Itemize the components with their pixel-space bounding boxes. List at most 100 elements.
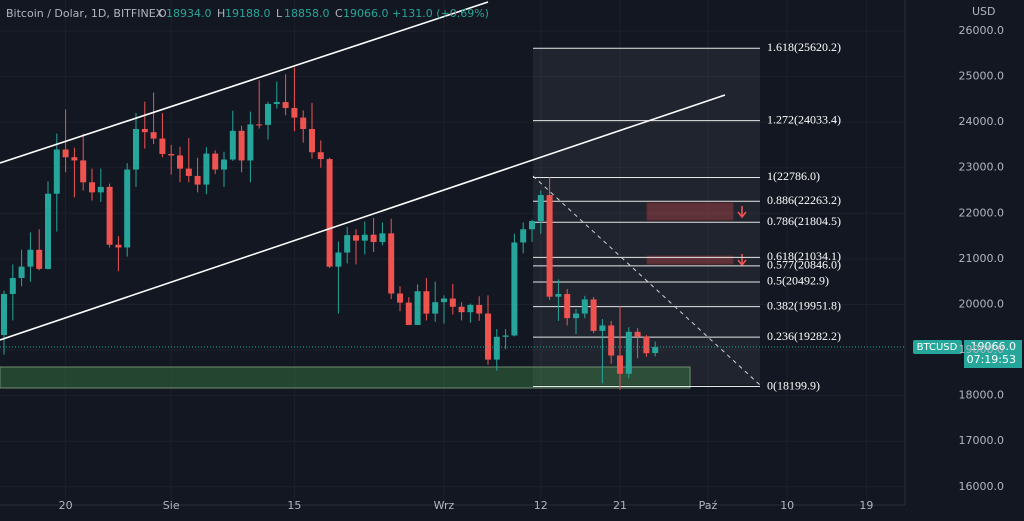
fib-label: 1(22786.0): [767, 169, 820, 183]
fib-label: 0.382(19951.8): [767, 298, 841, 312]
candle-body: [273, 102, 280, 104]
last-price: BTCUSD 19066.007:19:53: [0, 340, 1022, 369]
candle-body: [546, 195, 553, 297]
candle-body: [555, 293, 562, 297]
axes: 16000.0 17000.0 18000.0 19000.0 20000.0 21000…: [59, 24, 1004, 512]
candle-body: [45, 193, 51, 269]
symbol-label: BTCUSD: [917, 342, 958, 353]
x-tick-label: Wrz: [434, 499, 455, 512]
candle-body: [573, 313, 579, 319]
candle-body: [388, 233, 395, 294]
candle-body: [317, 152, 324, 160]
channel-line: [0, 94, 726, 341]
legend-value: 18858.0: [284, 7, 330, 20]
candle-body: [467, 304, 474, 313]
arrow: [737, 254, 747, 267]
x-tick-label: 15: [287, 499, 301, 512]
candle-body: [168, 154, 175, 156]
legend-value: 18934.0: [166, 7, 212, 20]
y-tick-label: 23000.0: [959, 161, 1005, 174]
legend-key: H: [217, 7, 225, 20]
x-tick-label: 19: [859, 499, 873, 512]
candle-body: [458, 306, 465, 313]
fib-label: 1.618(25620.2): [767, 40, 841, 54]
y-tick-label: 26000.0: [959, 24, 1005, 37]
candle-body: [9, 278, 16, 294]
x-tick-label: 10: [780, 499, 794, 512]
candle-body: [485, 313, 491, 360]
y-tick-label: 25000.0: [959, 70, 1005, 83]
candle-body: [520, 229, 527, 243]
x-tick-label: 21: [613, 499, 627, 512]
candle-body: [238, 130, 245, 161]
legend-value: 19188.0: [225, 7, 271, 20]
candle-body: [370, 234, 377, 243]
fib-label: 0.5(20492.9): [767, 274, 829, 288]
candle-body: [529, 221, 535, 230]
candle-body: [150, 132, 157, 139]
candle-body: [159, 138, 166, 155]
fib-label: 0(18199.9): [767, 378, 820, 392]
candle-body: [379, 233, 386, 243]
resistance-zone: [646, 255, 734, 265]
fib-label: 0.886(22263.2): [767, 193, 841, 207]
candle-body: [309, 128, 315, 153]
fib-label: 0.577(20846.0): [767, 258, 841, 272]
candle-body: [62, 149, 69, 158]
candle-body: [177, 155, 183, 169]
x-tick-label: 12: [534, 499, 548, 512]
ohlc-legend: O 18934.0 H 19188.0 L 18858.0 C 19066.0 +131.0 (…: [158, 7, 489, 20]
y-tick-label: 16000.0: [959, 480, 1005, 493]
candle-body: [203, 153, 210, 185]
candle-body: [599, 325, 606, 331]
fib-retracement: 1.618(25620.2) 1.272(24033.4) 1(22786.0) 0.…: [533, 40, 841, 392]
candle-body: [53, 149, 60, 194]
candle-body: [361, 234, 368, 241]
candle-body: [18, 266, 25, 279]
support-zone: [0, 366, 691, 389]
candle-body: [256, 124, 263, 126]
candle-body: [265, 103, 271, 125]
candle-body: [405, 302, 412, 325]
candle-body: [537, 195, 544, 222]
legend-value: 19066.0: [343, 7, 389, 20]
candle-body: [414, 291, 421, 325]
candle-body: [115, 244, 122, 248]
candle-body: [511, 242, 518, 336]
candle-body: [97, 186, 104, 193]
y-tick-label: 17000.0: [959, 434, 1005, 447]
candle-body: [282, 102, 289, 109]
fib-label: 0.618(21034.1): [767, 249, 841, 263]
candle-body: [221, 159, 227, 170]
x-tick-label: Sie: [163, 499, 180, 512]
y-tick-label: 18000.0: [959, 389, 1005, 402]
candle-body: [229, 130, 236, 160]
price-label: 19066.0: [971, 340, 1017, 353]
candle-body: [590, 299, 597, 331]
fib-label: 0.786(21804.5): [767, 214, 841, 228]
legend-key: L: [276, 7, 283, 20]
y-tick-label: 19000.0: [959, 343, 1005, 356]
candle-body: [1, 293, 7, 335]
candle-body: [326, 159, 333, 267]
candle-body: [133, 128, 139, 170]
candle-body: [212, 153, 219, 170]
candle-body: [185, 168, 192, 176]
price-tag: [964, 340, 1022, 369]
candle-body: [335, 252, 342, 267]
candle-body: [291, 108, 298, 118]
y-tick-label: 21000.0: [959, 252, 1005, 265]
x-tick-label: Paź: [699, 499, 718, 512]
candle-body: [27, 249, 34, 267]
resistance-zone: [646, 202, 734, 221]
y-tick-label: 22000.0: [959, 206, 1005, 219]
candle-body: [36, 249, 43, 269]
candle-body: [634, 331, 641, 337]
x-tick-label: 20: [59, 499, 73, 512]
candle-body: [80, 160, 87, 183]
candle-body: [493, 336, 500, 360]
candle-body: [423, 291, 430, 314]
candle-body: [432, 302, 439, 314]
y-unit: USD: [972, 5, 996, 18]
